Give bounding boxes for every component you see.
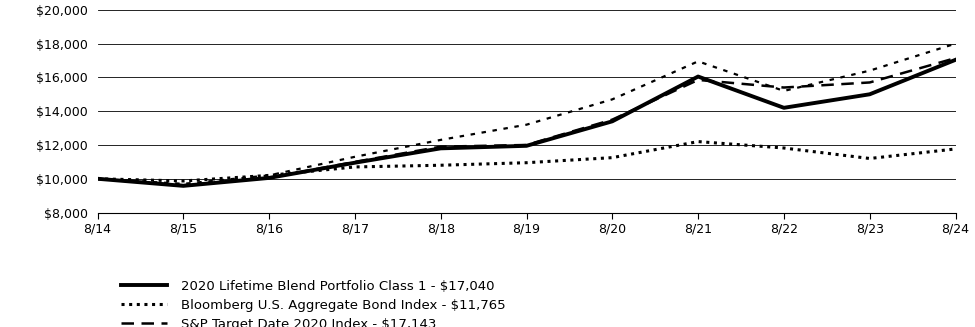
Legend: 2020 Lifetime Blend Portfolio Class 1 - $17,040, Bloomberg U.S. Aggregate Bond I: 2020 Lifetime Blend Portfolio Class 1 - …: [121, 280, 505, 327]
